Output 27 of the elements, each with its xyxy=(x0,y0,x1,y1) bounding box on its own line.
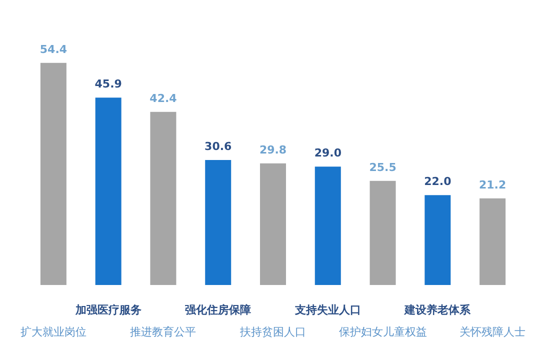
x-tick-label: 支持失业人口 xyxy=(294,304,361,316)
data-label: 30.6 xyxy=(204,140,232,154)
bar xyxy=(480,198,506,285)
bar xyxy=(150,112,176,285)
x-tick-label: 扩大就业岗位 xyxy=(20,326,86,338)
x-tick-label: 建设养老体系 xyxy=(404,304,472,316)
data-label: 25.5 xyxy=(369,160,396,174)
bar xyxy=(424,195,451,285)
x-tick-label: 推进教育公平 xyxy=(130,326,196,338)
bar xyxy=(370,180,396,285)
x-tick-label: 加强医疗服务 xyxy=(74,304,142,316)
bar xyxy=(260,163,286,285)
x-tick-label: 强化住房保障 xyxy=(185,304,252,316)
data-label: 22.0 xyxy=(424,175,452,188)
data-label: 29.0 xyxy=(314,146,342,160)
x-tick-label: 保护妇女儿童权益 xyxy=(338,326,427,338)
data-label: 42.4 xyxy=(150,92,178,105)
data-label: 54.4 xyxy=(40,42,68,56)
x-tick-label: 扶持贫困人口 xyxy=(239,326,306,338)
bar xyxy=(40,62,66,285)
data-label: 29.8 xyxy=(259,143,287,156)
bar xyxy=(95,98,122,285)
bar xyxy=(314,166,341,285)
data-label: 45.9 xyxy=(94,78,122,91)
x-tick-label: 关怀残障人士 xyxy=(460,326,526,338)
bar xyxy=(205,160,232,285)
data-label: 21.2 xyxy=(478,178,506,192)
